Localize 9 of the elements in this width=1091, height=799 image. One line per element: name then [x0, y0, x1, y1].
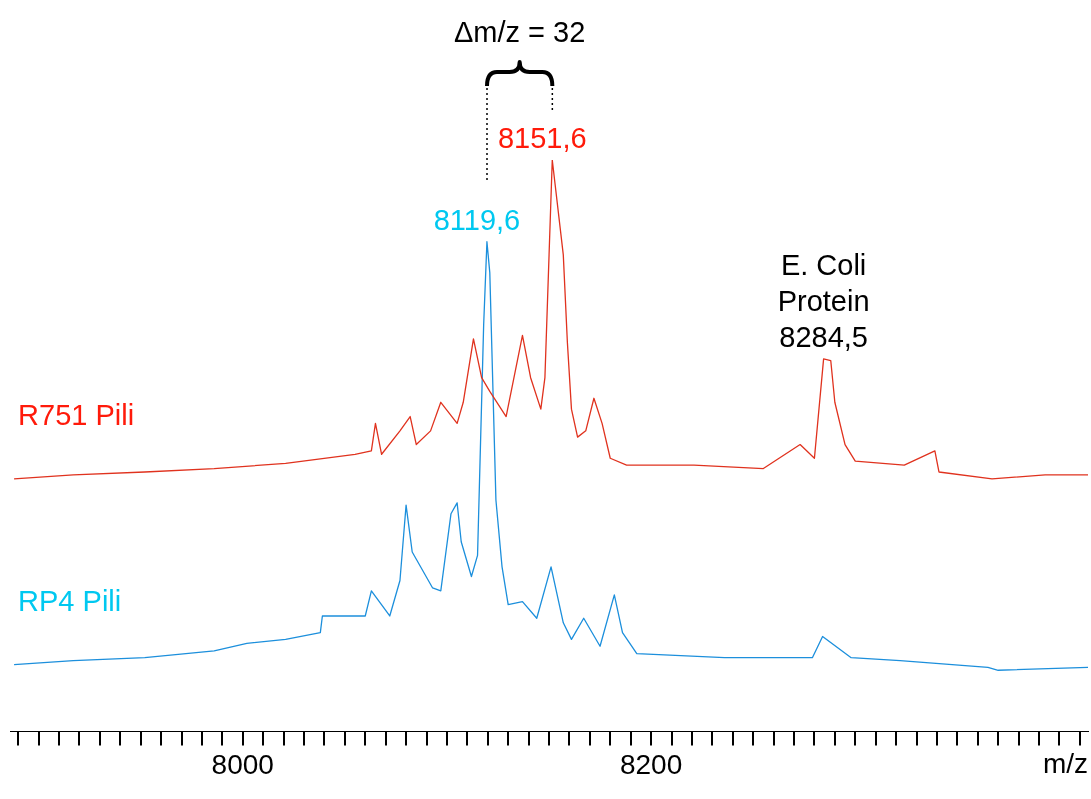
annotation: E. Coli Protein 8284,5: [777, 248, 870, 353]
x-axis-title: m/z: [1042, 748, 1088, 780]
text: Δm/z = 32: [452, 16, 587, 49]
annotation: 8151,6: [497, 122, 587, 154]
annotation: 8119,6: [433, 203, 521, 236]
x-tick-label: 8000: [211, 748, 274, 780]
x-tick-label: 8200: [619, 748, 683, 780]
series-label: RP4 Pili: [18, 584, 122, 617]
series-label: R751 Pili: [18, 398, 135, 431]
